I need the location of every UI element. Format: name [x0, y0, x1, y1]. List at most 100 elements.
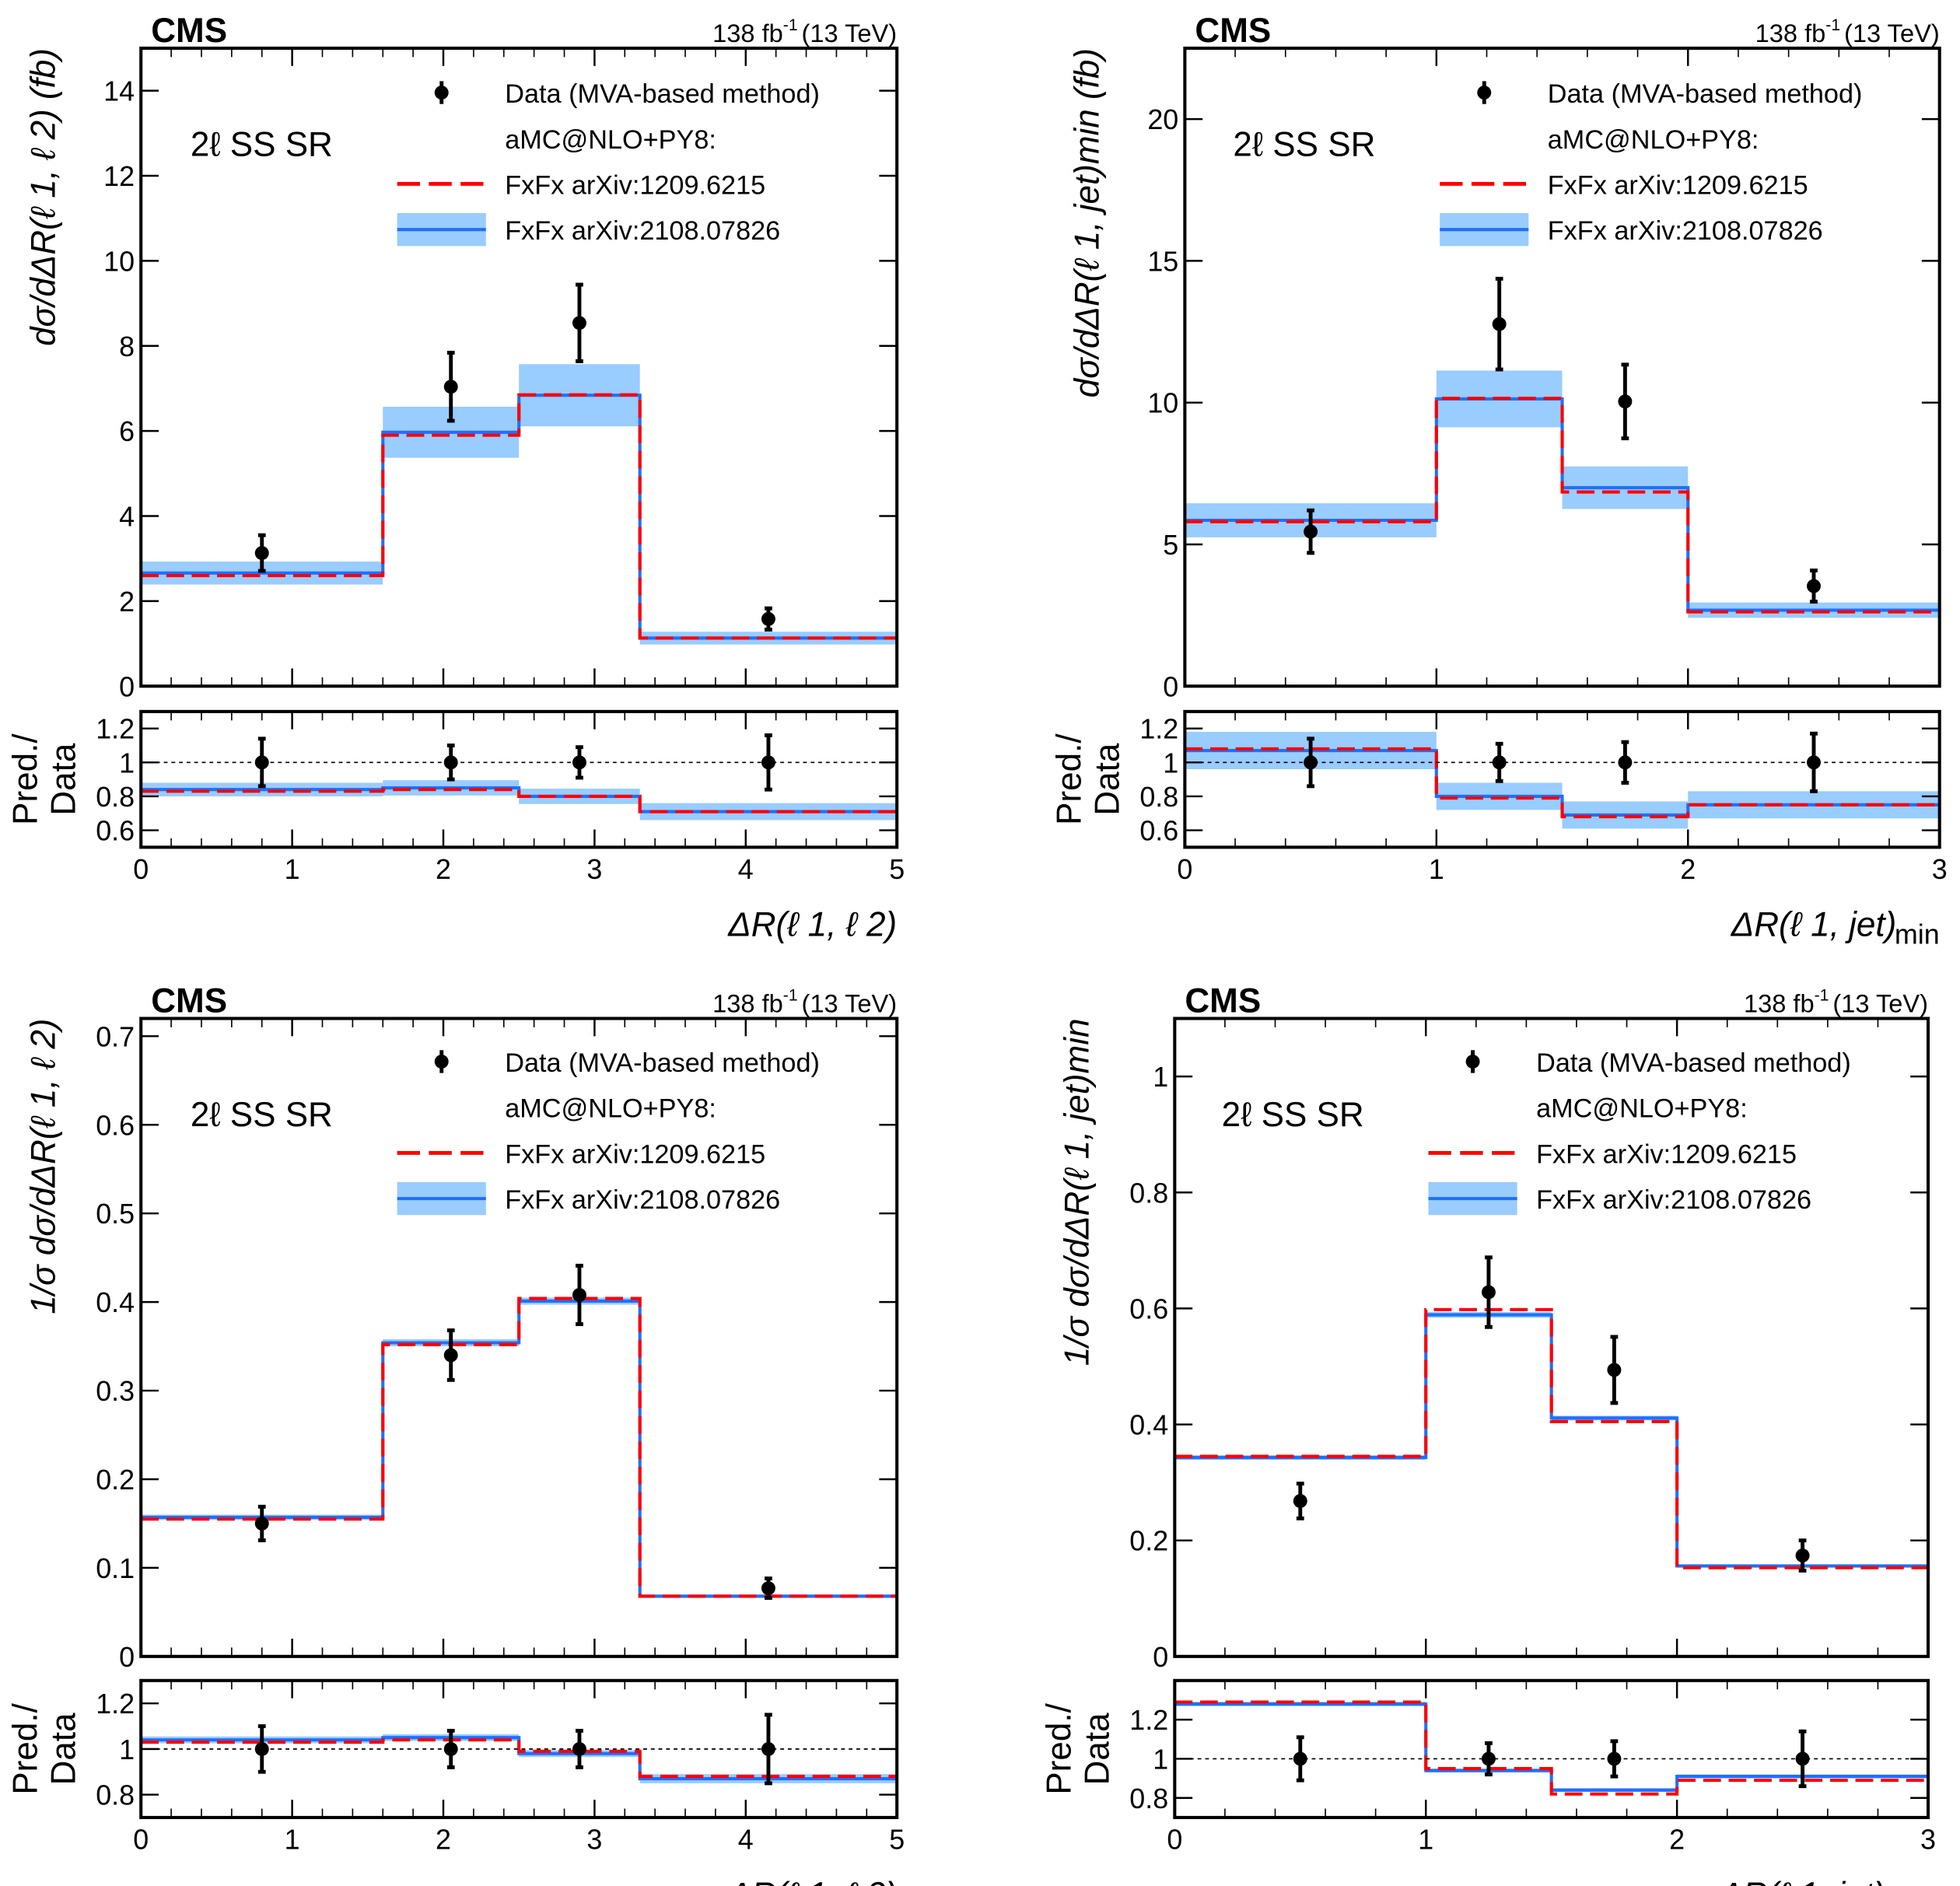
x-tick-label: 5	[889, 1825, 905, 1856]
y-tick-label: 0.2	[1129, 1526, 1168, 1557]
cms-label: CMS	[151, 12, 227, 50]
y-tick-label: 0	[1163, 671, 1178, 702]
data-point	[1304, 755, 1318, 770]
y-tick-label: 0	[1153, 1642, 1168, 1673]
ratio-y-label: Data	[44, 1713, 82, 1785]
y-tick-label: 0.3	[96, 1376, 135, 1407]
y-tick-label: 1	[119, 1734, 135, 1765]
lumi-value: 138 fb	[712, 19, 783, 47]
lumi-unit-exponent: -1	[1825, 16, 1840, 34]
data-point	[1618, 755, 1633, 770]
x-axis-label: ΔR(ℓ 1, ℓ 2)	[727, 906, 897, 944]
x-tick-label: 0	[1177, 854, 1192, 885]
region-label: 2ℓ SS SR	[191, 126, 333, 164]
lumi-unit-exponent: -1	[1815, 987, 1829, 1005]
lumi-label: 138 fb-1 (13 TeV)	[712, 987, 897, 1018]
plot-frame	[1183, 46, 1941, 688]
region-label: 2ℓ SS SR	[191, 1096, 333, 1134]
pred-1209-line	[141, 1296, 898, 1598]
cms-label: CMS	[1185, 981, 1261, 1020]
y-axis-label: 1/σ dσ/dΔR(ℓ 1, ℓ 2)	[24, 1019, 62, 1314]
data-point	[572, 755, 586, 770]
y-tick-label: 8	[119, 331, 135, 362]
x-tick-label: 0	[1167, 1825, 1182, 1856]
x-tick-label: 0	[133, 1825, 149, 1856]
data-point	[1795, 1548, 1810, 1563]
lumi-unit-exponent: -1	[783, 16, 798, 34]
ratio-y-label: Data	[1089, 743, 1127, 815]
y-tick-label: 12	[103, 161, 135, 192]
x-tick-label: 2	[1680, 854, 1696, 885]
pred-1209-line	[1185, 747, 1940, 819]
x-axis-label: ΔR(ℓ 1, jet)	[1731, 906, 1897, 944]
data-point	[443, 1741, 458, 1756]
data-point	[1618, 394, 1633, 409]
pred-1209-line	[141, 788, 898, 814]
data-point	[443, 380, 458, 394]
main-panel: 0 0.2 0.4 0.6 0.8 1	[1129, 1016, 1930, 1673]
pred-1209-line	[1174, 1700, 1929, 1796]
data-point	[1607, 1751, 1622, 1766]
y-tick-label: 1	[119, 747, 135, 779]
main-panel: 0 0.1 0.2 0.3 0.4 0.5 0.6 0.7	[96, 1016, 899, 1673]
x-tick-label: 0	[133, 854, 149, 885]
legend-1209-label: FxFx arXiv:1209.6215	[505, 1139, 765, 1169]
data-point	[1481, 1751, 1496, 1766]
y-tick-label: 0.6	[96, 1110, 135, 1141]
x-tick-label: 1	[285, 1825, 300, 1856]
data-point	[1795, 1751, 1810, 1766]
y-tick-label: 6	[119, 416, 135, 447]
x-tick-label: 4	[738, 1825, 754, 1856]
legend-1209-label: FxFx arXiv:1209.6215	[1536, 1139, 1797, 1169]
x-tick-label: 3	[586, 1825, 602, 1856]
data-point	[1481, 1285, 1496, 1300]
ratio-panel: 0.60.811.2	[1139, 709, 1941, 849]
ratio-y-label: Pred./	[6, 1702, 44, 1794]
x-tick-label: 3	[1920, 1825, 1936, 1856]
legend: Data (MVA-based method) aMC@NLO+PY8: FxFx …	[397, 1048, 820, 1216]
y-tick-label: 1.2	[1139, 714, 1178, 745]
y-tick-label: 1.2	[96, 1688, 135, 1720]
energy-value: (13 TeV)	[802, 19, 898, 47]
main-panel: 0 5 10 15 20	[1147, 46, 1941, 702]
lumi-value: 138 fb	[1744, 988, 1815, 1017]
energy-value: (13 TeV)	[1844, 19, 1940, 47]
data-point	[254, 546, 269, 561]
data-point	[1607, 1363, 1622, 1377]
ratio-panel: 0.8 1 1.2	[1129, 1678, 1930, 1819]
y-tick-label: 14	[103, 76, 135, 107]
x-tick-label: 2	[436, 1825, 451, 1856]
data-point	[761, 1581, 775, 1596]
legend-header: aMC@NLO+PY8:	[505, 1094, 716, 1124]
x-tick-label: 1	[1429, 854, 1444, 885]
plot-frame	[139, 709, 899, 849]
y-tick-label: 0.8	[96, 1780, 135, 1811]
legend-header: aMC@NLO+PY8:	[1536, 1094, 1748, 1124]
y-tick-label: 0.6	[1129, 1293, 1168, 1324]
data-point	[254, 755, 269, 770]
x-tick-label: 4	[738, 854, 754, 885]
energy-value: (13 TeV)	[1832, 988, 1928, 1017]
legend-header: aMC@NLO+PY8:	[505, 125, 716, 155]
legend-2108-label: FxFx arXiv:2108.07826	[1536, 1185, 1811, 1215]
data-point	[761, 611, 775, 626]
data-point	[761, 1741, 775, 1756]
legend-1209-label: FxFx arXiv:1209.6215	[1548, 171, 1808, 201]
plot-frame	[1183, 709, 1941, 849]
pred-1209-line	[1174, 1307, 1929, 1569]
pred-1209-line	[141, 393, 898, 640]
data-point	[572, 1741, 586, 1756]
y-tick-label: 1	[1163, 747, 1178, 779]
ratio-panel: 0.60.811.2	[96, 709, 899, 849]
y-tick-label: 0.1	[96, 1553, 135, 1584]
data-point	[443, 755, 458, 770]
lumi-unit-exponent: -1	[783, 987, 798, 1005]
data-point	[572, 316, 586, 331]
energy-value: (13 TeV)	[802, 988, 898, 1017]
ratio-y-label: Data	[1079, 1713, 1117, 1785]
y-tick-label: 20	[1147, 104, 1178, 135]
legend-data-label: Data (MVA-based method)	[1548, 79, 1863, 109]
x-tick-label: 1	[285, 854, 300, 885]
y-tick-label: 10	[1147, 388, 1178, 419]
main-panel: 0 2 4 6 8 10 12 14	[103, 46, 899, 702]
